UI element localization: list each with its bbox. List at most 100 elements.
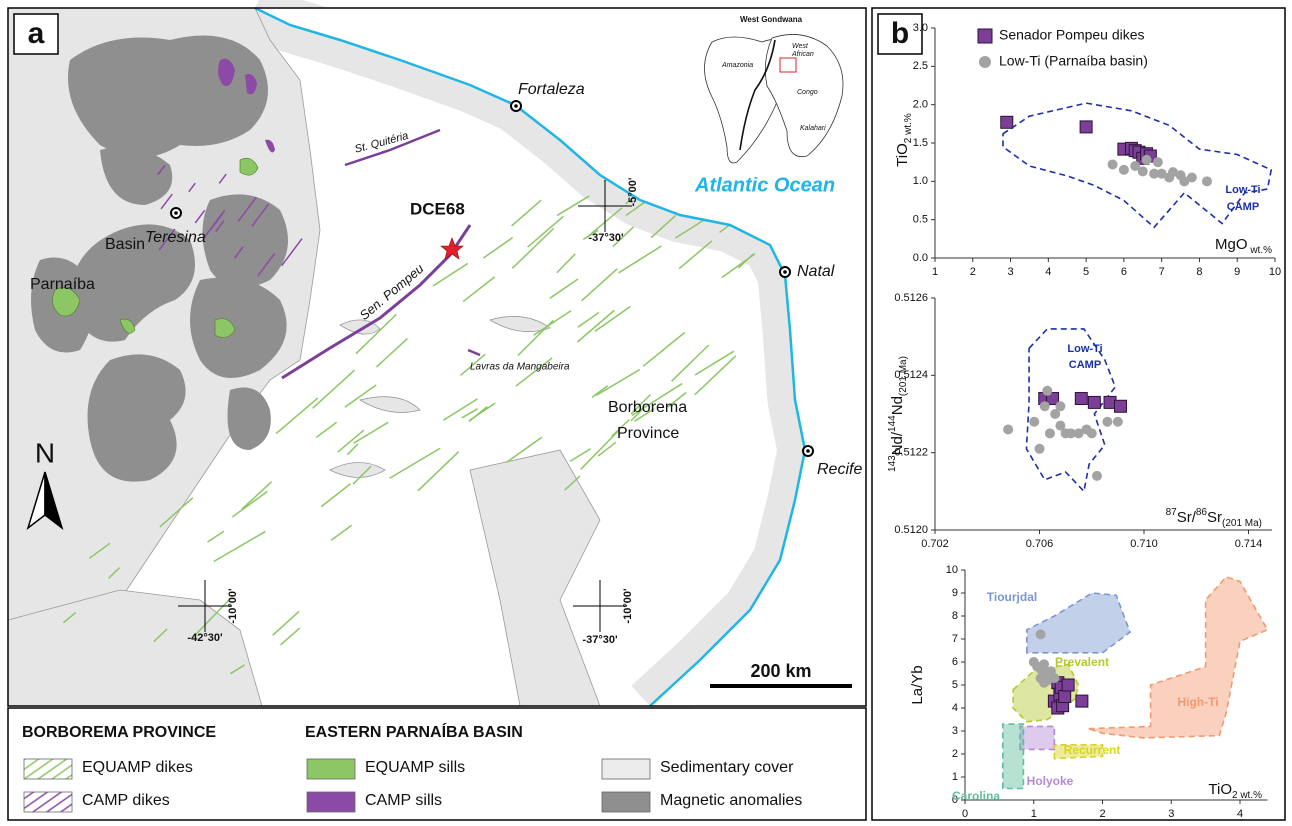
point [1055, 401, 1065, 411]
y-tick-label: 5 [952, 679, 958, 691]
axis-label-part: Nd [889, 396, 906, 415]
x-tick-label: 0 [962, 808, 968, 820]
point [1080, 121, 1092, 133]
point [1045, 428, 1055, 438]
figure: Fortaleza Natal Recife Teresina Atlantic… [0, 0, 1292, 826]
field-label: Tiourjdal [987, 590, 1037, 604]
point [1042, 386, 1052, 396]
legend-label: Senador Pompeu dikes [999, 27, 1145, 43]
point [1062, 679, 1074, 691]
point [1092, 471, 1102, 481]
point [1142, 155, 1152, 165]
legend-swatch [307, 759, 355, 779]
point [1075, 393, 1087, 405]
axis-label-part: MgO [1215, 236, 1248, 253]
field-label: CAMP [1069, 359, 1101, 371]
legend-item: EQUAMP dikes [82, 759, 193, 776]
coord-label: -10°00' [622, 588, 634, 624]
coord-label: -42°30' [187, 632, 223, 644]
point [1003, 424, 1013, 434]
y-tick-label: 1.5 [913, 137, 928, 149]
axis-label-part: wt.% [1248, 245, 1273, 256]
x-tick-label: 4 [1237, 808, 1243, 820]
inset-label: West [792, 43, 809, 50]
field-label: High-Ti [1177, 695, 1218, 709]
x-tick-label: 6 [1121, 266, 1127, 278]
point [1076, 695, 1088, 707]
legend-marker [978, 29, 992, 43]
y-tick-label: 0.0 [913, 252, 928, 264]
coord-label: -10°00' [227, 588, 239, 624]
point [1153, 157, 1163, 167]
ocean-label: Atlantic Ocean [694, 174, 835, 196]
y-tick-label: 0.5 [913, 214, 928, 226]
point [1087, 428, 1097, 438]
point [1001, 116, 1013, 128]
x-tick-label: 0.702 [921, 538, 949, 550]
axis-label-part: 143 [887, 455, 898, 472]
x-tick-label: 3 [1168, 808, 1174, 820]
inset-title: West Gondwana [740, 15, 803, 24]
legend-swatch [602, 792, 650, 812]
y-tick-label: 8 [952, 610, 958, 622]
city-label: Fortaleza [518, 81, 585, 98]
field-label: Holyoke [1027, 774, 1074, 788]
legend-marker [979, 56, 991, 68]
field [1003, 724, 1024, 788]
city-label: Recife [817, 461, 862, 478]
axis-label-part: (201 Ma) [1222, 518, 1262, 529]
point [1049, 673, 1059, 683]
inset-label: Kalahari [800, 125, 826, 132]
point [1036, 629, 1046, 639]
city-label: Natal [797, 263, 835, 280]
legend-title: EASTERN PARNAÍBA BASIN [305, 722, 523, 741]
axis-label: La/Yb [909, 665, 926, 704]
legend-label: Low-Ti (Parnaíba basin) [999, 53, 1148, 69]
basin-label: Parnaíba [30, 276, 95, 293]
legend-item: CAMP sills [365, 792, 442, 809]
x-tick-label: 5 [1083, 266, 1089, 278]
legend-swatch [602, 759, 650, 779]
coord-label: -37°30' [588, 232, 624, 244]
x-tick-label: 0.706 [1026, 538, 1054, 550]
y-tick-label: 2 [952, 748, 958, 760]
x-tick-label: 7 [1159, 266, 1165, 278]
dike-label: Lavras da Mangabeira [470, 362, 570, 373]
y-tick-label: 3 [952, 725, 958, 737]
point [1059, 691, 1071, 703]
point [1113, 417, 1123, 427]
x-tick-label: 1 [932, 266, 938, 278]
legend-swatch [24, 759, 72, 779]
axis-label-part: wt.% [903, 113, 914, 138]
legend-item: Sedimentary cover [660, 759, 794, 776]
point [1102, 417, 1112, 427]
y-tick-label: 1 [952, 771, 958, 783]
x-tick-label: 10 [1269, 266, 1281, 278]
axis-label-part: 144 [887, 415, 898, 432]
x-tick-label: 0.710 [1130, 538, 1158, 550]
inset-label: Amazonia [721, 62, 753, 69]
point [1187, 173, 1197, 183]
y-tick-label: 0.5126 [894, 292, 928, 304]
basin-label: Basin [105, 236, 145, 253]
point [1119, 165, 1129, 175]
province-label: Province [617, 425, 679, 442]
y-tick-label: 7 [952, 633, 958, 645]
point [1034, 444, 1044, 454]
y-tick-label: 9 [952, 587, 958, 599]
field-label: Low-Ti [1225, 184, 1260, 196]
x-tick-label: 2 [1099, 808, 1105, 820]
y-tick-label: 2.0 [913, 99, 928, 111]
point [1202, 176, 1212, 186]
field-label: Prevalent [1055, 655, 1109, 669]
field-label: Carolina [952, 789, 1000, 803]
inset: West Gondwana Amazonia West African Cong… [698, 12, 862, 177]
legend-item: Magnetic anomalies [660, 792, 802, 809]
point [1114, 400, 1126, 412]
panel-label: b [891, 17, 909, 50]
y-tick-label: 1.0 [913, 175, 928, 187]
north-label: N [35, 437, 55, 468]
field-label: CAMP [1227, 201, 1259, 213]
legend-item: CAMP dikes [82, 792, 170, 809]
province-label: Borborema [608, 399, 687, 416]
